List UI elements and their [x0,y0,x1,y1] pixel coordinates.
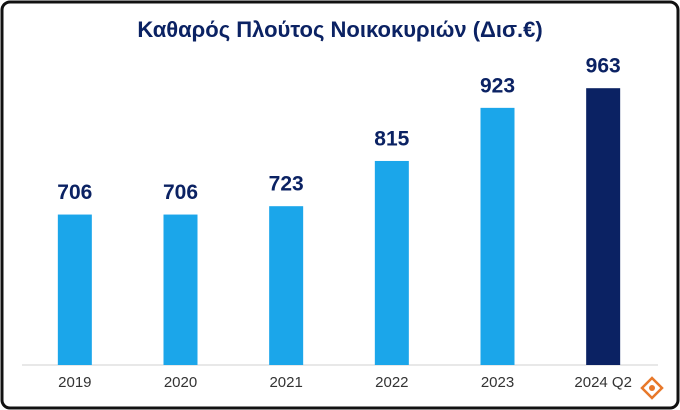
x-tick-label: 2019 [58,374,91,391]
value-label: 815 [374,128,409,151]
value-label: 706 [163,181,198,204]
value-label: 923 [480,74,515,97]
bar [480,107,515,365]
value-label: 963 [586,55,621,78]
x-tick-label: 2022 [375,374,408,391]
value-label: 706 [57,181,92,204]
chart-title: Καθαρός Πλούτος Νοικοκυριών (Δισ.€) [137,17,542,42]
bar [374,160,409,365]
x-tick-label: 2021 [269,374,302,391]
x-tick-label: 2020 [164,374,197,391]
bar [57,214,92,365]
x-tick-label: 2023 [481,374,514,391]
logo [640,376,664,400]
value-label: 723 [269,173,304,196]
bar [269,206,304,365]
bar [163,214,198,365]
x-tick-label: 2024 Q2 [574,374,632,391]
bar [586,88,621,366]
